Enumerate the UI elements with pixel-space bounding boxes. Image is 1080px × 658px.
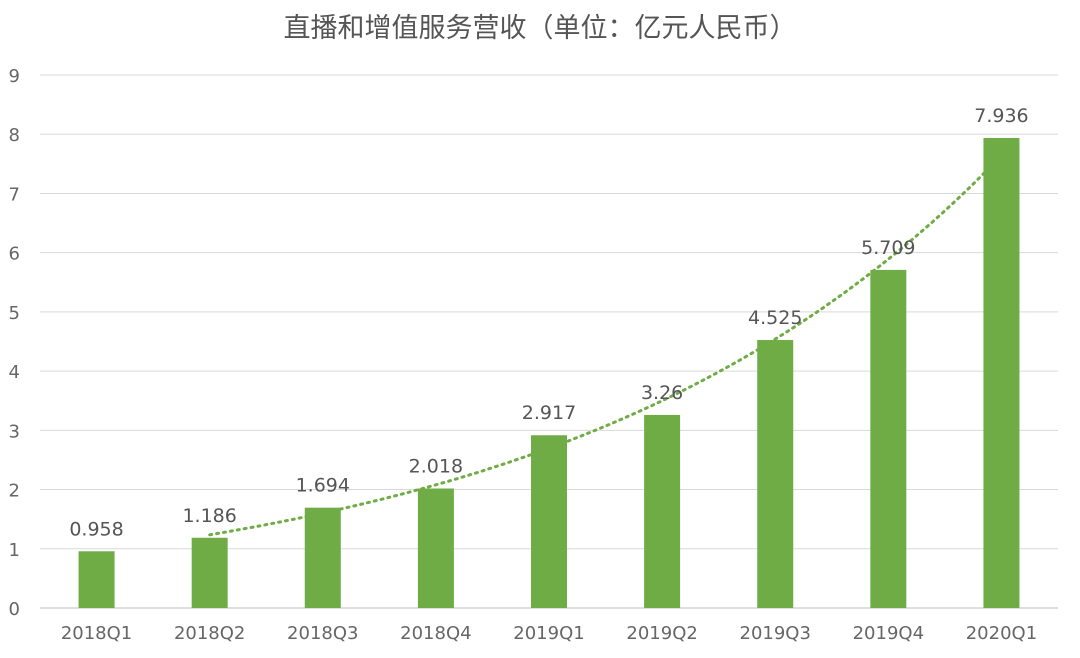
- bar: [304, 507, 341, 608]
- x-tick-label: 2019Q2: [626, 623, 697, 644]
- x-tick-label: 2018Q4: [400, 623, 471, 644]
- data-label: 0.958: [69, 518, 123, 540]
- data-label: 2.917: [522, 402, 576, 424]
- bar: [757, 340, 794, 608]
- y-tick-label: 6: [9, 244, 20, 265]
- y-tick-label: 1: [9, 540, 20, 561]
- bar: [531, 435, 567, 608]
- bar: [870, 269, 907, 608]
- y-tick-label: 8: [9, 125, 20, 146]
- x-tick-label: 2018Q3: [287, 623, 358, 644]
- x-tick-label: 2019Q4: [853, 623, 924, 644]
- chart-title: 直播和增值服务营收（单位：亿元人民币）: [283, 13, 797, 44]
- y-tick-label: 0: [9, 599, 20, 620]
- data-label: 1.186: [182, 505, 236, 527]
- bar: [983, 138, 1020, 608]
- bar: [417, 488, 454, 608]
- trendline: [208, 154, 1003, 537]
- x-tick-label: 2018Q1: [61, 623, 132, 644]
- bar: [644, 414, 681, 608]
- y-tick-label: 5: [9, 303, 20, 324]
- y-tick-label: 3: [9, 421, 20, 442]
- x-tick-label: 2019Q1: [513, 623, 584, 644]
- data-labels: 0.958 1.186 1.694 2.018 2.917 3.26 4.525 5.709 7…: [69, 105, 1028, 540]
- x-tick-label: 2019Q3: [740, 623, 811, 644]
- data-label: 2.018: [409, 455, 463, 477]
- bars: [78, 138, 1020, 608]
- data-label: 5.709: [861, 237, 915, 259]
- data-label: 4.525: [748, 307, 802, 329]
- y-tick-label: 2: [9, 481, 20, 502]
- y-tick-label: 4: [9, 362, 20, 383]
- data-label: 3.26: [641, 382, 683, 404]
- trendline-path: [208, 154, 1003, 537]
- data-label: 7.936: [974, 105, 1028, 127]
- data-label: 1.694: [296, 475, 350, 497]
- x-tick-label: 2020Q1: [966, 623, 1037, 644]
- x-tick-label: 2018Q2: [174, 623, 245, 644]
- bar: [78, 551, 115, 608]
- y-tick-label: 9: [9, 66, 20, 87]
- y-axis: 0 1 2 3 4 5 6 7 8 9: [9, 66, 20, 620]
- bar: [191, 537, 228, 608]
- y-tick-label: 7: [9, 184, 20, 205]
- x-axis: 2018Q1 2018Q2 2018Q3 2018Q4 2019Q1 2019Q2 2019…: [61, 623, 1037, 644]
